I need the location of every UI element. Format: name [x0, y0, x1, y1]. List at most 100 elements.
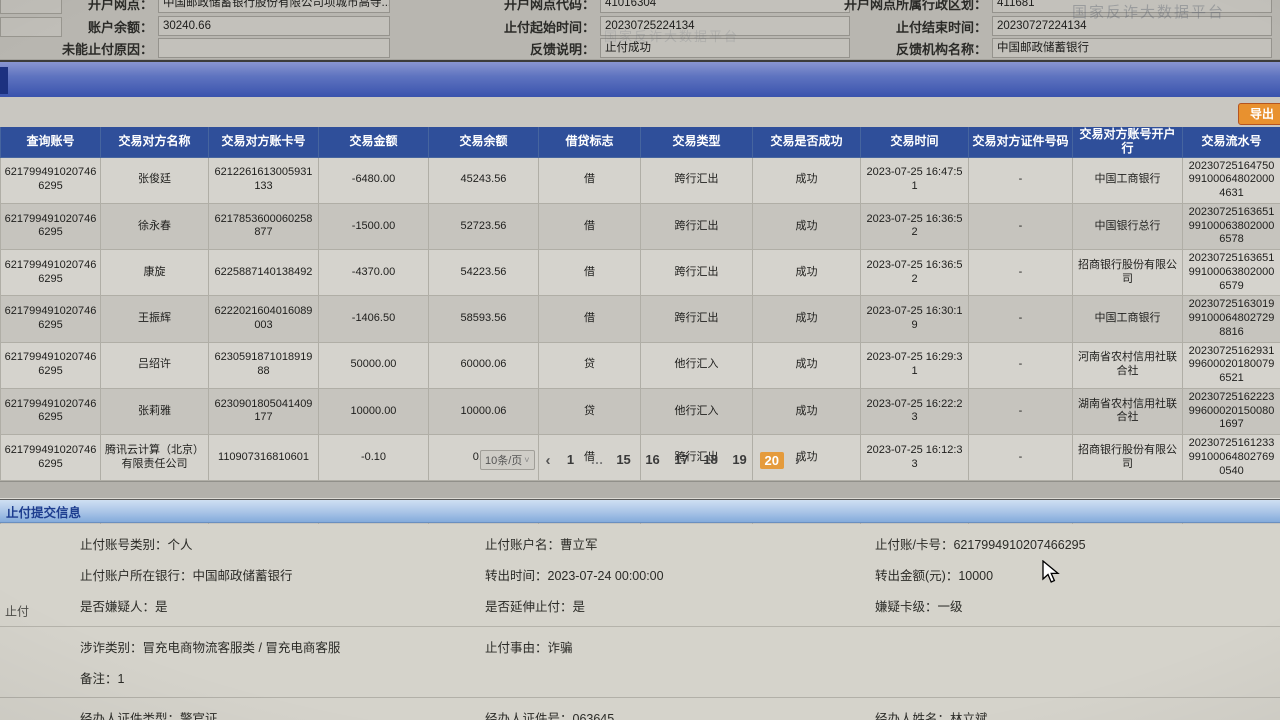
chevron-down-icon: ˅ — [524, 455, 530, 465]
table-cell: 6230901805041409177 — [208, 387, 319, 436]
column-header: 交易类型 — [640, 127, 753, 158]
table-cell: 6217994910207466295 — [0, 202, 101, 251]
table-cell: 2023-07-25 16:47:51 — [860, 156, 969, 204]
field-value: 411681 — [992, 0, 1272, 13]
field-value: 41016304 — [600, 0, 850, 13]
export-button[interactable]: 导出 — [1238, 103, 1280, 125]
table-cell: 跨行汇出 — [640, 156, 753, 204]
field-text: 止付账号类别：个人 — [80, 538, 193, 552]
page-button-1[interactable]: 1 — [566, 451, 575, 467]
table-cell: 成功 — [752, 387, 861, 436]
table-cell: 2023-07-25 16:29:31 — [860, 341, 969, 389]
column-header: 查询账号 — [0, 127, 101, 158]
table-cell: 跨行汇出 — [640, 249, 753, 297]
table-cell: 成功 — [752, 341, 861, 389]
page-button-20[interactable]: 20 — [759, 451, 785, 469]
page-button-19[interactable]: 19 — [732, 451, 747, 467]
table-cell: 成功 — [752, 249, 861, 297]
submit-section-header: 止付提交信息 — [0, 499, 1280, 523]
table-cell: 借 — [538, 434, 641, 482]
table-cell: - — [968, 202, 1073, 251]
table-cell: 6217994910207466295 — [0, 249, 101, 297]
table-cell: 6217994910207466295 — [0, 156, 101, 204]
table-row[interactable]: 6217994910207466295 徐永春 621785360006025887… — [0, 202, 1280, 251]
table-cell: 10000.06 — [428, 387, 539, 436]
field-label: 开户网点代码： — [503, 0, 595, 12]
transactions-table: 查询账号 交易对方名称 交易对方账卡号 交易金额 交易余额 借贷标志 交易类型 交易是否成功交… — [0, 127, 1280, 528]
table-row[interactable]: 6217994910207466295 康旋 6225887140138492 -43… — [0, 249, 1280, 297]
table-cell: 中国工商银行 — [1072, 295, 1183, 343]
section-divider — [0, 481, 1280, 499]
prev-page-button[interactable]: ‹ — [545, 451, 551, 469]
table-cell: 45243.56 — [428, 156, 539, 204]
field-label: 开户网点： — [87, 0, 153, 12]
page-size-select[interactable]: 10条/页 ˅ — [479, 450, 535, 470]
page-button-16[interactable]: 16 — [645, 451, 660, 467]
table-cell: -1500.00 — [318, 202, 429, 251]
field-value: 20230725224134 — [600, 16, 850, 36]
page-button-17[interactable]: 17 — [674, 451, 689, 467]
title-bar — [0, 60, 1280, 97]
table-row[interactable]: 6217994910207466295 张俊廷 621226161300593113… — [0, 156, 1280, 204]
form-row: 账户余额： 30240.66 止付起始时间： 20230725224134 止付结束时间… — [0, 15, 1280, 37]
table-cell: 贷 — [538, 387, 641, 436]
table-cell: 招商银行股份有限公司 — [1072, 249, 1183, 297]
field-group: 经办信息经办人证件类型：警官证经办人证件号：063645经办人姓名：林立斌经办人… — [0, 697, 1280, 720]
field-label: 止付结束时间： — [895, 19, 987, 35]
table-cell: 中国银行总行 — [1072, 202, 1183, 251]
table-cell: -1406.50 — [318, 295, 429, 343]
field-text: 经办人姓名：林立斌 — [875, 712, 988, 720]
cropped-field-box — [0, 0, 62, 14]
submit-section-body: 止付 止付账号类别：个人 止付账户名：曹立军 止付账/卡号：6217994910207… — [0, 524, 1280, 720]
column-header: 交易时间 — [860, 127, 969, 158]
page-button-15[interactable]: 15 — [616, 451, 631, 467]
field-text: 止付事由：诈骗 — [485, 641, 573, 655]
table-cell: 张莉雅 — [100, 387, 209, 436]
table-cell: - — [968, 387, 1073, 436]
table-cell: 60000.06 — [428, 341, 539, 389]
form-row: 未能止付原因： 反馈说明： 止付成功 反馈机构名称： 中国邮政储蓄银行 — [0, 37, 1280, 59]
field-label: 开户网点所属行政区划： — [843, 0, 987, 12]
column-header: 交易余额 — [428, 127, 539, 158]
table-cell: 20230725162223996000201500801697 — [1182, 387, 1280, 436]
field-row: 是否嫌疑人：是 是否延伸止付：是 嫌疑卡级：一级 — [0, 590, 1280, 621]
field-text: 止付账/卡号：6217994910207466295 — [875, 538, 1086, 552]
field-text: 备注：1 — [80, 672, 125, 686]
field-row: 止付账号类别：个人 止付账户名：曹立军 止付账/卡号：621799491020746… — [0, 528, 1280, 559]
next-page-button[interactable]: › — [795, 451, 801, 469]
form-field: 开户网点： 中国邮政储蓄银行股份有限公司项城市高寺... — [0, 0, 390, 14]
field-value: 中国邮政储蓄银行 — [992, 38, 1272, 58]
table-cell: 20230725162931996000201800796521 — [1182, 341, 1280, 389]
table-cell: 54223.56 — [428, 249, 539, 297]
table-cell: 20230725164750991000648020004631 — [1182, 156, 1280, 204]
table-cell: 湖南省农村信用社联合社 — [1072, 387, 1183, 436]
table-cell: 跨行汇出 — [640, 202, 753, 251]
field-label: 账户余额： — [87, 19, 153, 35]
table-row[interactable]: 6217994910207466295 腾讯云计算（北京）有限责任公司 110907… — [0, 434, 1280, 482]
table-row[interactable]: 6217994910207466295 张莉雅 623090180504140917… — [0, 387, 1280, 436]
table-cell: 康旋 — [100, 249, 209, 297]
title-bar-tab — [0, 67, 8, 94]
form-field: 止付起始时间： 20230725224134 — [400, 15, 850, 37]
table-cell: 2023-07-25 16:22:23 — [860, 387, 969, 436]
submit-section-title: 止付提交信息 — [6, 505, 82, 520]
form-row: 开户网点： 中国邮政储蓄银行股份有限公司项城市高寺... 开户网点代码： 410163… — [0, 0, 1280, 14]
table-cell: -6480.00 — [318, 156, 429, 204]
group-side-label: 止付 — [5, 604, 30, 618]
table-cell: 52723.56 — [428, 202, 539, 251]
table-cell: 20230725163019991000648027298816 — [1182, 295, 1280, 343]
page-button-18[interactable]: 18 — [703, 451, 718, 467]
table-cell: 吕绍许 — [100, 341, 209, 389]
field-text: 转出时间：2023-07-24 00:00:00 — [485, 569, 664, 583]
field-label: 止付起始时间： — [503, 19, 595, 35]
table-cell: 中国工商银行 — [1072, 156, 1183, 204]
field-text: 止付账户所在银行：中国邮政储蓄银行 — [80, 569, 293, 583]
table-row[interactable]: 6217994910207466295 吕绍许 623059187101891988… — [0, 341, 1280, 389]
table-row[interactable]: 6217994910207466295 王振辉 622202160401608900… — [0, 295, 1280, 343]
table-cell: 2023-07-25 16:30:19 — [860, 295, 969, 343]
field-text: 经办人证件号：063645 — [485, 712, 615, 720]
table-cell: 成功 — [752, 295, 861, 343]
field-label: 反馈说明： — [529, 41, 595, 57]
table-cell: 20230725161233991000648027690540 — [1182, 434, 1280, 482]
table-cell: 20230725163651991000638020006579 — [1182, 249, 1280, 297]
